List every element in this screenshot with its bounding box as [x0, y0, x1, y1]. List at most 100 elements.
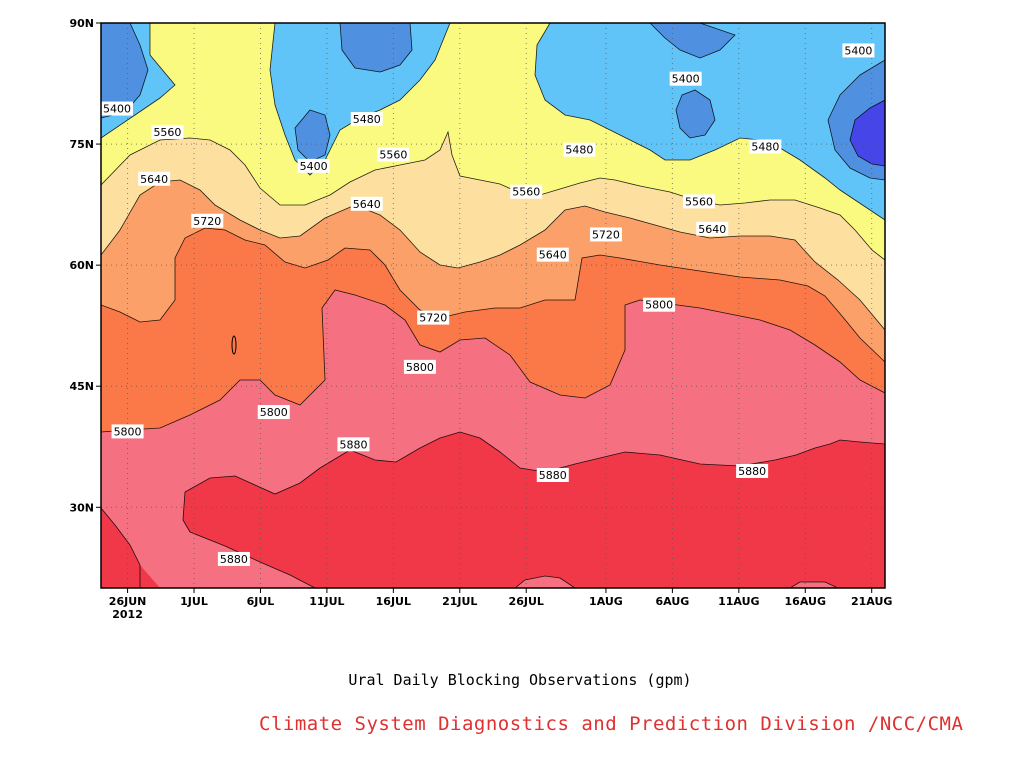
contour-labels: 5400 5560 5640 5720 5800 5880 5800 5400 5880 5480… — [101, 43, 875, 566]
contour-label: 5480 — [350, 112, 383, 127]
y-tick-label: 75N — [69, 138, 94, 151]
contour-label: 5640 — [350, 196, 383, 211]
contour-label: 5800 — [643, 297, 676, 312]
chart-credit: Climate System Diagnostics and Predictio… — [259, 713, 964, 735]
contour-label: 5800 — [403, 359, 436, 374]
x-tick-label: 16JUL — [376, 595, 411, 608]
contour-label-text: 5640 — [539, 249, 567, 262]
contour-label-bg — [749, 139, 782, 154]
contour-label: 5560 — [151, 124, 184, 139]
contour-label: 5880 — [337, 437, 370, 452]
contour-label: 5400 — [669, 71, 702, 86]
contour-label-bg — [682, 194, 715, 209]
contour-label-bg — [217, 551, 250, 566]
contour-label-text: 5560 — [512, 186, 540, 199]
contour-label-text: 5400 — [300, 160, 328, 173]
contour-label-text: 5480 — [565, 144, 593, 157]
contour-label-bg — [536, 247, 569, 262]
contour-label-text: 5560 — [153, 126, 181, 139]
contour-label-text: 5880 — [220, 553, 248, 566]
contour-label-text: 5640 — [140, 173, 168, 186]
x-tick-label: 11AUG — [718, 595, 759, 608]
contour-label-bg — [536, 468, 569, 482]
contour-label-bg — [510, 184, 543, 199]
band-5320-5400-c — [295, 110, 330, 162]
contour-label: 5720 — [417, 310, 450, 325]
band-5800-5880-bump2 — [790, 582, 838, 588]
contour-label-bg — [257, 405, 290, 420]
band-below-5320 — [850, 100, 885, 166]
contour-label-text: 5800 — [114, 425, 142, 438]
small-closed-contour — [231, 335, 237, 355]
contour-label: 5800 — [257, 405, 290, 420]
contour-label-text: 5640 — [353, 198, 381, 211]
contour-label-bg — [337, 437, 370, 452]
contour-label-bg — [563, 142, 596, 157]
contour-label: 5880 — [736, 463, 769, 478]
contour-label: 5480 — [563, 142, 596, 157]
contour-label-text: 5480 — [353, 113, 381, 126]
contour-label-text: 5560 — [379, 149, 407, 162]
contour-label-text: 5720 — [193, 215, 221, 228]
contour-label: 5800 — [111, 424, 144, 439]
y-tick-label: 60N — [69, 259, 94, 272]
x-tick-sublabel: 2012 — [112, 608, 143, 621]
contour-label-bg — [417, 310, 450, 325]
x-tick-label: 21JUL — [442, 595, 477, 608]
band-5320-5400-e — [676, 90, 715, 138]
contour-label-text: 5640 — [698, 223, 726, 236]
contour-label-bg — [589, 227, 622, 242]
contour-label: 5720 — [589, 227, 622, 242]
y-tick-label: 30N — [69, 501, 94, 514]
contour-label-text: 5400 — [103, 103, 131, 116]
contour-label-text: 5800 — [645, 299, 673, 312]
contour-label-text: 5880 — [539, 469, 567, 482]
contour-label-bg — [191, 213, 224, 228]
y-axis: 30N 45N 60N 75N 90N — [69, 17, 101, 514]
contour-label-bg — [151, 124, 184, 139]
contour-label: 5640 — [138, 171, 171, 186]
contour-label-text: 5720 — [419, 312, 447, 325]
contour-label-text: 5880 — [339, 438, 367, 451]
contour-label-bg — [403, 359, 436, 374]
x-tick-label: 26JUL — [509, 595, 544, 608]
contour-label-text: 5880 — [738, 465, 766, 478]
contour-label: 5480 — [749, 139, 782, 154]
contour-label-text: 5480 — [751, 140, 779, 153]
band-above-5880-bottom — [101, 508, 140, 588]
y-tick-label: 45N — [69, 380, 94, 393]
contour-label-bg — [111, 424, 144, 439]
x-tick-label: 26JUN — [109, 595, 147, 608]
contour-field — [101, 23, 885, 588]
contour-label: 5880 — [217, 551, 250, 566]
contour-label-bg — [138, 171, 171, 186]
contour-label-bg — [736, 463, 769, 478]
x-tick-label: 1JUL — [180, 595, 208, 608]
contour-label: 5560 — [510, 184, 543, 199]
contour-label-bg — [377, 147, 410, 162]
contour-label: 5400 — [101, 101, 133, 116]
contour-label-text: 5720 — [592, 228, 620, 241]
contour-label: 5720 — [191, 213, 224, 228]
contour-label-bg — [297, 158, 330, 173]
plot-frame — [100, 22, 886, 589]
x-tick-label: 6JUL — [247, 595, 275, 608]
contour-label-text: 5400 — [844, 44, 872, 57]
band-5320-5400 — [101, 23, 148, 118]
x-tick-label: 1AUG — [589, 595, 623, 608]
contour-label: 5640 — [536, 247, 569, 262]
band-5320-5400-d — [650, 23, 735, 58]
contour-label-bg — [350, 196, 383, 211]
x-tick-label: 16AUG — [785, 595, 826, 608]
x-tick-label: 21AUG — [851, 595, 892, 608]
grid — [101, 23, 885, 588]
contour-label: 5400 — [842, 43, 875, 58]
contour-label: 5640 — [696, 221, 729, 236]
contour-label-text: 5400 — [672, 73, 700, 86]
contour-label-text: 5800 — [260, 406, 288, 419]
contour-lines — [101, 23, 885, 588]
contour-label: 5560 — [377, 147, 410, 162]
contour-label-bg — [643, 297, 676, 312]
